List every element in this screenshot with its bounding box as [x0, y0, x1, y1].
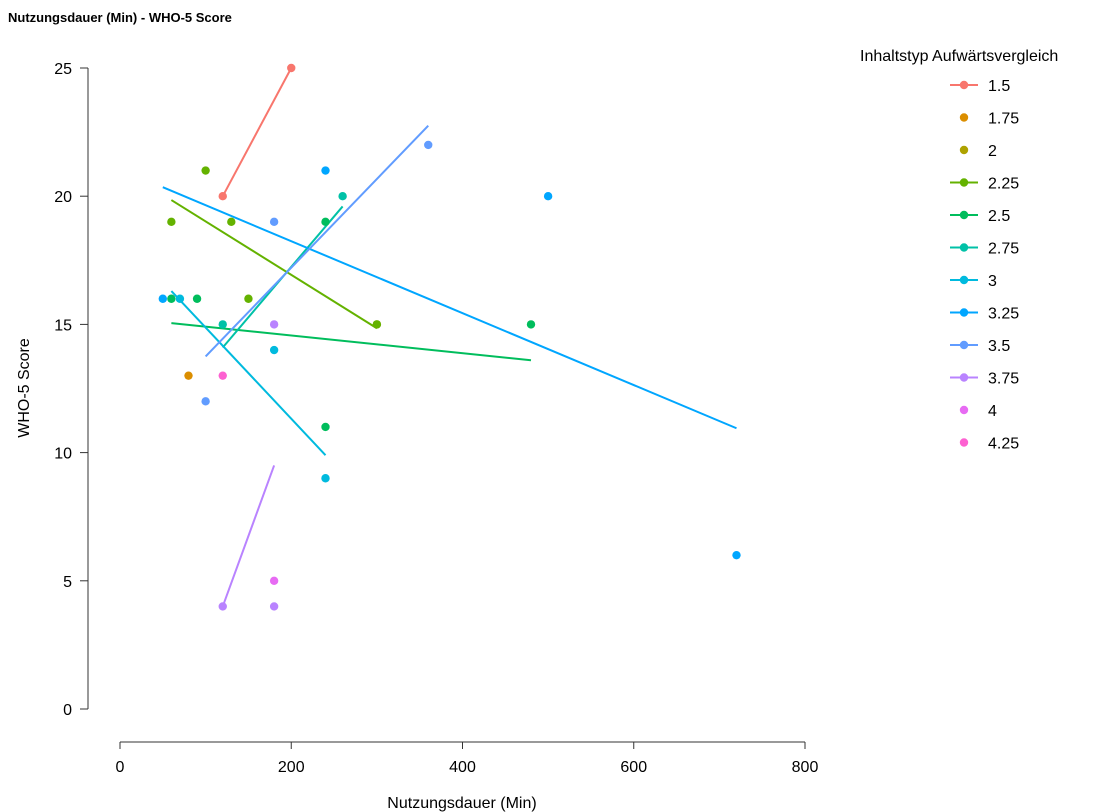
y-tick-label: 10	[54, 446, 72, 463]
trend-line-2.5	[171, 322, 532, 362]
data-point-3.75	[269, 602, 279, 611]
data-point-2.25	[201, 166, 210, 175]
legend-title: Inhaltstyp Aufwärtsvergleich	[860, 48, 1058, 65]
legend-label: 2.5	[988, 208, 1010, 225]
legend-label: 2	[988, 143, 997, 160]
legend-label: 3.5	[988, 338, 1010, 355]
data-point-3.5	[201, 397, 210, 406]
data-point-3.75	[269, 320, 279, 329]
x-tick-label: 0	[116, 759, 125, 776]
trend-line-1.5	[221, 67, 293, 197]
legend-item-3.75: 3.75	[950, 371, 1019, 388]
data-point-3.25	[732, 550, 741, 560]
y-tick-label: 20	[54, 189, 72, 206]
legend-item-3.25: 3.25	[950, 306, 1019, 323]
legend-label: 4.25	[988, 436, 1019, 453]
legend-label: 2.25	[988, 176, 1019, 193]
data-point-3.5	[424, 140, 433, 150]
y-tick-label: 0	[63, 702, 72, 719]
legend-item-2.75: 2.75	[950, 241, 1019, 258]
legend-point-swatch	[959, 308, 969, 317]
data-point-3.25	[543, 192, 553, 201]
data-point-3.5	[269, 217, 279, 227]
x-tick-label: 600	[620, 759, 647, 776]
y-tick-label: 15	[54, 317, 72, 334]
data-point-2.25	[227, 217, 236, 227]
y-tick-label: 25	[54, 61, 72, 78]
legend-label: 3.75	[988, 371, 1019, 388]
legend-point-swatch	[959, 178, 969, 187]
legend-label: 3.25	[988, 306, 1019, 323]
data-point-3.25	[158, 294, 168, 303]
legend: Inhaltstyp Aufwärtsvergleich 1.5 1.75 2 2.2…	[860, 48, 1058, 453]
legend-item-2: 2	[959, 143, 997, 160]
legend-label: 1.75	[988, 111, 1019, 128]
data-point-1.5	[218, 192, 227, 201]
legend-item-4: 4	[959, 403, 997, 420]
x-tick-label: 800	[792, 759, 819, 776]
y-axis-title: WHO-5 Score	[16, 338, 33, 438]
data-point-2.5	[526, 320, 536, 329]
legend-label: 2.75	[988, 241, 1019, 258]
legend-label: 3	[988, 273, 997, 290]
y-axis: 0 5 10 15 20 25	[54, 61, 89, 719]
legend-point-swatch	[959, 145, 969, 155]
trend-line-3.25	[162, 186, 737, 430]
legend-point-swatch	[959, 113, 969, 122]
data-point-2.5	[321, 217, 330, 227]
x-tick-label: 200	[278, 759, 305, 776]
legend-item-1.75: 1.75	[959, 111, 1019, 128]
data-point-3	[175, 294, 185, 303]
data-point-2.25	[244, 294, 253, 303]
legend-point-swatch	[959, 438, 969, 447]
trend-line-3	[170, 290, 327, 456]
trend-line-3.5	[204, 124, 429, 358]
data-point-2.25	[372, 320, 382, 329]
data-point-1.5	[287, 63, 296, 73]
legend-label: 1.5	[988, 78, 1010, 95]
legend-point-swatch	[959, 243, 969, 252]
x-axis-title: Nutzungsdauer (Min)	[387, 795, 536, 812]
data-point-2.5	[321, 422, 330, 432]
legend-point-swatch	[959, 80, 969, 90]
data-point-3.25	[321, 166, 330, 175]
legend-item-4.25: 4.25	[959, 436, 1019, 453]
data-point-2.25	[167, 217, 176, 227]
legend-point-swatch	[959, 340, 969, 350]
plot-area	[158, 63, 741, 611]
data-point-2.75	[218, 320, 227, 329]
data-point-1.75	[184, 371, 193, 380]
data-point-2.5	[167, 294, 176, 303]
data-point-3	[269, 345, 279, 355]
data-point-2.5	[192, 294, 202, 303]
legend-point-swatch	[959, 210, 969, 220]
legend-label: 4	[988, 403, 997, 420]
legend-item-3: 3	[950, 273, 997, 290]
legend-point-swatch	[959, 405, 969, 415]
legend-item-1.5: 1.5	[950, 78, 1010, 95]
data-point-3	[321, 474, 330, 483]
data-point-3.75	[218, 602, 227, 611]
data-point-4	[269, 576, 279, 585]
data-point-2.75	[338, 192, 347, 201]
legend-item-2.25: 2.25	[950, 176, 1019, 193]
y-tick-label: 5	[63, 574, 72, 591]
trend-line-3.75	[221, 465, 276, 607]
legend-item-2.5: 2.5	[950, 208, 1010, 225]
legend-item-3.5: 3.5	[950, 338, 1010, 355]
legend-point-swatch	[959, 275, 969, 285]
chart-title: Nutzungsdauer (Min) - WHO-5 Score	[8, 10, 232, 25]
legend-point-swatch	[959, 373, 969, 382]
x-tick-label: 400	[449, 759, 476, 776]
data-point-4.25	[218, 371, 227, 380]
trend-line-2.25	[170, 199, 378, 330]
x-axis: 0 200 400 600 800	[116, 741, 819, 776]
